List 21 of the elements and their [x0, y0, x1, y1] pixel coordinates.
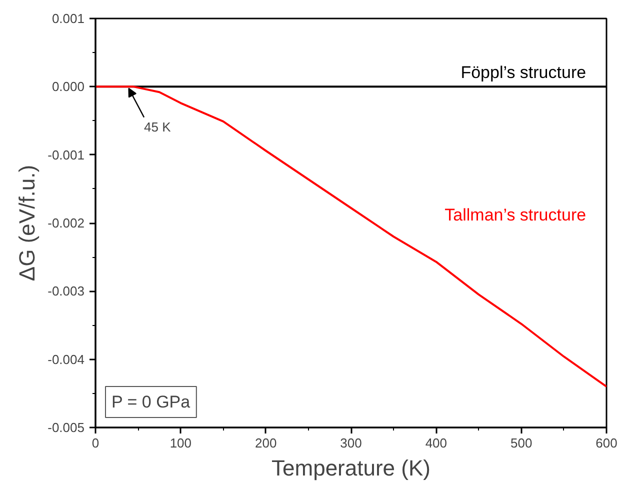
line-series	[96, 86, 606, 388]
x-tick-label: 100	[170, 436, 192, 450]
annotation: 45 K	[144, 119, 172, 134]
y-tick-label: -0.005	[48, 420, 85, 435]
text: Tallman’s structure	[444, 205, 586, 224]
y-tick-label: -0.001	[48, 147, 85, 162]
y-tick-label: -0.004	[48, 352, 85, 367]
series-label: Föppl’s structure	[460, 62, 586, 82]
x-tick-label: 0	[92, 436, 100, 450]
y-axis-title: ΔG (eV/f.u.)	[14, 164, 40, 282]
x-axis-title: Temperature (K)	[272, 456, 430, 480]
x-tick-label: 300	[340, 436, 362, 450]
y-tick-label: -0.002	[48, 216, 85, 230]
y-tick-label: 0.001	[52, 11, 85, 26]
x-tick-label: 200	[254, 436, 277, 450]
x-tick-label: 400	[425, 436, 448, 450]
y-tick-label: -0.003	[48, 284, 85, 299]
annotation: P = 0 GPa	[112, 392, 191, 412]
x-tick-label: 600	[596, 436, 618, 450]
y-tick-label: 0.000	[52, 79, 85, 94]
x-tick-label: 500	[510, 436, 532, 450]
